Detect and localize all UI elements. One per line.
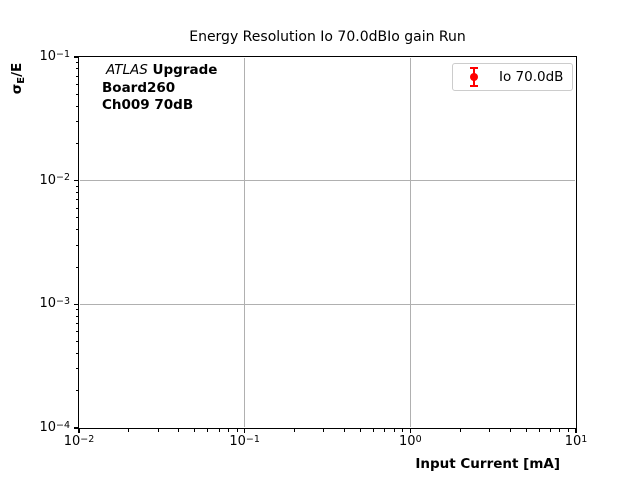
y-minor-tick — [75, 217, 78, 219]
x-minor-tick — [525, 429, 527, 432]
legend-label: Io 70.0dB — [499, 69, 564, 85]
y-minor-tick — [75, 75, 78, 77]
x-minor-tick — [178, 429, 180, 432]
y-minor-tick — [75, 244, 78, 246]
x-minor-tick — [459, 429, 461, 432]
errorbar-dot — [470, 73, 478, 81]
annotation-line-1-rest: Upgrade — [152, 62, 218, 78]
y-minor-tick — [75, 185, 78, 187]
x-major-tick — [78, 429, 80, 433]
y-tick-label: 10−1 — [39, 48, 70, 64]
y-minor-tick — [75, 142, 78, 144]
y-major-tick — [74, 179, 78, 182]
y-minor-tick — [75, 368, 78, 370]
x-minor-tick — [373, 429, 375, 432]
x-minor-tick — [207, 429, 209, 432]
x-tick-label: 10−2 — [63, 433, 95, 449]
y-major-tick — [74, 427, 78, 429]
x-minor-tick — [393, 429, 395, 432]
y-minor-tick — [75, 266, 78, 268]
errorbar-cap-bottom — [470, 85, 478, 87]
annotation-line-1: ATLAS Upgrade — [102, 62, 217, 80]
y-minor-tick — [75, 83, 78, 85]
x-minor-tick — [294, 429, 296, 432]
annotation-experiment: ATLAS — [106, 62, 148, 78]
y-minor-tick — [75, 353, 78, 355]
y-axis-label: σE/E — [9, 48, 27, 109]
y-minor-tick — [75, 331, 78, 333]
x-minor-tick — [559, 429, 561, 432]
grid-line-horizontal — [80, 303, 575, 305]
y-minor-tick — [75, 315, 78, 317]
x-minor-tick — [567, 429, 569, 432]
y-minor-tick — [75, 192, 78, 194]
grid-line-vertical — [244, 58, 246, 427]
plot-annotation: ATLAS Upgrade Board260 Ch009 70dB — [102, 62, 217, 115]
grid-line-horizontal — [80, 180, 575, 182]
y-minor-tick — [75, 62, 78, 64]
y-tick-label: 10−4 — [39, 419, 70, 435]
x-minor-tick — [157, 429, 159, 432]
x-major-tick — [409, 429, 412, 433]
y-tick-label: 10−3 — [39, 296, 70, 312]
y-minor-tick — [75, 341, 78, 343]
y-minor-tick — [75, 105, 78, 107]
y-minor-tick — [75, 229, 78, 231]
annotation-line-2: Board260 — [102, 79, 176, 96]
y-minor-tick — [75, 68, 78, 70]
y-minor-tick — [75, 121, 78, 123]
x-axis-label: Input Current [mA] — [415, 456, 560, 472]
annotation-line-3: Ch009 70dB — [102, 97, 194, 113]
x-minor-tick — [488, 429, 490, 432]
y-axis-label-sigma: σ — [9, 83, 25, 95]
y-axis-label-subscript: E — [15, 76, 27, 84]
x-tick-label: 101 — [564, 433, 588, 449]
x-minor-tick — [228, 429, 230, 432]
y-major-tick — [74, 56, 78, 58]
x-minor-tick — [549, 429, 551, 432]
y-axis-label-rest: /E — [9, 62, 25, 77]
x-minor-tick — [359, 429, 361, 432]
x-minor-tick — [128, 429, 130, 432]
y-minor-tick — [75, 93, 78, 95]
x-minor-tick — [402, 429, 404, 432]
x-minor-tick — [194, 429, 196, 432]
x-major-tick — [243, 429, 246, 433]
x-minor-tick — [384, 429, 386, 432]
y-minor-tick — [75, 199, 78, 201]
x-minor-tick — [218, 429, 220, 432]
y-minor-tick — [75, 390, 78, 392]
x-minor-tick — [538, 429, 540, 432]
y-major-tick — [74, 303, 78, 306]
y-minor-tick — [75, 322, 78, 324]
x-minor-tick — [343, 429, 345, 432]
chart-title: Energy Resolution Io 70.0dBIo gain Run — [189, 29, 466, 45]
plot-area — [78, 56, 577, 429]
y-tick-label: 10−2 — [39, 172, 70, 188]
x-minor-tick — [236, 429, 238, 432]
y-minor-tick — [75, 207, 78, 209]
x-minor-tick — [509, 429, 511, 432]
y-minor-tick — [75, 309, 78, 311]
x-major-tick — [575, 429, 577, 433]
x-tick-label: 100 — [399, 433, 422, 449]
x-tick-label: 10−1 — [229, 433, 260, 449]
x-minor-tick — [323, 429, 325, 432]
grid-line-vertical — [409, 58, 411, 427]
legend: Io 70.0dB — [452, 63, 573, 91]
errorbar-cap-top — [470, 67, 478, 69]
